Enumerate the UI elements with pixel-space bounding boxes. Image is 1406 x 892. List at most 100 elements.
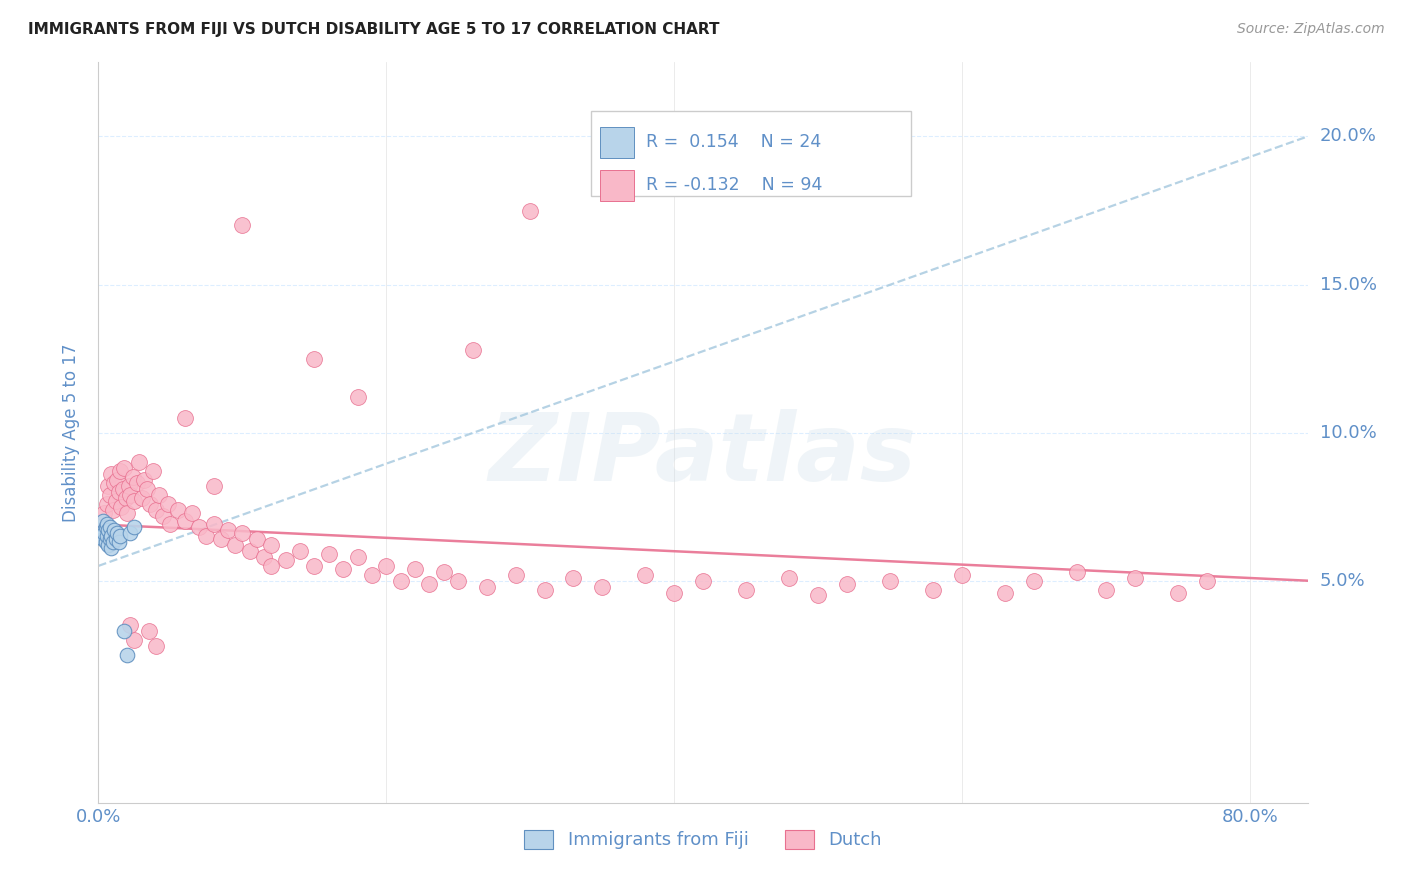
Point — [447, 574, 470, 588]
Point — [93, 526, 115, 541]
Point — [97, 538, 120, 552]
Point — [120, 618, 142, 632]
Point — [519, 203, 541, 218]
Point — [103, 475, 125, 490]
Point — [105, 473, 128, 487]
Point — [195, 529, 218, 543]
Point — [375, 558, 398, 573]
Point — [692, 574, 714, 588]
Point — [131, 491, 153, 505]
Point — [879, 574, 901, 588]
Point — [807, 589, 830, 603]
Point — [114, 491, 136, 505]
Point — [246, 533, 269, 547]
Point — [94, 535, 117, 549]
Point — [224, 538, 246, 552]
Point — [239, 544, 262, 558]
Point — [94, 520, 117, 534]
Point — [118, 479, 141, 493]
Point — [361, 567, 384, 582]
Point — [173, 410, 195, 425]
Point — [1066, 565, 1088, 579]
Point — [124, 520, 146, 534]
Y-axis label: Disability Age 5 to 17: Disability Age 5 to 17 — [62, 343, 80, 522]
Point — [231, 526, 253, 541]
Text: 5.0%: 5.0% — [1320, 572, 1365, 590]
Point — [107, 484, 129, 499]
Text: IMMIGRANTS FROM FIJI VS DUTCH DISABILITY AGE 5 TO 17 CORRELATION CHART: IMMIGRANTS FROM FIJI VS DUTCH DISABILITY… — [28, 22, 720, 37]
Point — [173, 515, 195, 529]
Point — [260, 538, 283, 552]
Point — [134, 473, 156, 487]
Point — [404, 562, 426, 576]
Point — [100, 529, 122, 543]
Point — [110, 500, 132, 514]
Point — [96, 529, 118, 543]
Text: 15.0%: 15.0% — [1320, 276, 1376, 293]
FancyBboxPatch shape — [600, 169, 634, 201]
Point — [1022, 574, 1045, 588]
FancyBboxPatch shape — [600, 127, 634, 158]
Point — [148, 488, 170, 502]
Point — [209, 533, 232, 547]
Point — [505, 567, 527, 582]
Point — [304, 558, 326, 573]
Point — [93, 506, 115, 520]
Point — [202, 517, 225, 532]
FancyBboxPatch shape — [591, 111, 911, 195]
Point — [346, 390, 368, 404]
Point — [1167, 585, 1189, 599]
Point — [115, 648, 138, 662]
Point — [96, 497, 118, 511]
Point — [231, 219, 253, 233]
Point — [664, 585, 686, 599]
Point — [108, 529, 131, 543]
Point — [389, 574, 412, 588]
Point — [461, 343, 484, 357]
Point — [142, 464, 165, 478]
Point — [835, 576, 858, 591]
Point — [346, 549, 368, 564]
Point — [120, 488, 142, 502]
Text: R = -0.132    N = 94: R = -0.132 N = 94 — [647, 176, 823, 194]
Point — [533, 582, 555, 597]
Point — [108, 464, 131, 478]
Point — [97, 479, 120, 493]
Point — [94, 520, 117, 534]
Point — [103, 524, 125, 538]
Point — [115, 506, 138, 520]
Point — [562, 571, 585, 585]
Point — [101, 535, 124, 549]
Point — [100, 467, 122, 481]
Point — [97, 524, 120, 538]
Point — [98, 533, 121, 547]
Point — [994, 585, 1017, 599]
Point — [202, 479, 225, 493]
Point — [98, 488, 121, 502]
Point — [128, 455, 150, 469]
Point — [124, 632, 146, 647]
Point — [274, 553, 297, 567]
Point — [98, 520, 121, 534]
Point — [145, 502, 167, 516]
Point — [778, 571, 800, 585]
Point — [735, 582, 758, 597]
Point — [104, 533, 127, 547]
Point — [152, 508, 174, 523]
Point — [136, 482, 159, 496]
Point — [120, 526, 142, 541]
Point — [101, 502, 124, 516]
Text: Source: ZipAtlas.com: Source: ZipAtlas.com — [1237, 22, 1385, 37]
Point — [166, 502, 188, 516]
Point — [1095, 582, 1118, 597]
Point — [950, 567, 973, 582]
Point — [1195, 574, 1218, 588]
Point — [127, 475, 149, 490]
Point — [96, 517, 118, 532]
Point — [188, 520, 211, 534]
Point — [304, 351, 326, 366]
Point — [475, 580, 498, 594]
Point — [217, 524, 239, 538]
Text: 10.0%: 10.0% — [1320, 424, 1376, 442]
Point — [107, 535, 129, 549]
